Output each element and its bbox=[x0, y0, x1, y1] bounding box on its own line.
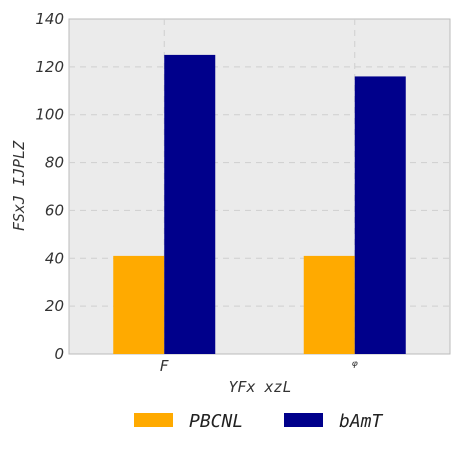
y-tick-label: 20 bbox=[45, 297, 64, 315]
bar-bAmT-1 bbox=[164, 54, 216, 355]
y-tick-label: 140 bbox=[35, 10, 64, 28]
bar-PBCNL-1 bbox=[113, 255, 165, 354]
bar-PBCNL-2 bbox=[303, 255, 355, 354]
y-tick-label: 120 bbox=[35, 58, 64, 76]
y-tick-label: 60 bbox=[45, 201, 64, 219]
legend-label-PBCNL: PBCNL bbox=[189, 411, 243, 432]
legend: PBCNL bAmT bbox=[134, 411, 384, 432]
y-tick-label: 80 bbox=[45, 154, 64, 172]
legend-label-bAmT: bAmT bbox=[339, 411, 384, 432]
x-axis-label: YFx xzL bbox=[228, 378, 291, 396]
x-tick-label: ᵠ bbox=[352, 357, 359, 375]
y-tick-label: 0 bbox=[54, 345, 64, 363]
y-axis-label: FSxJ IJPLZ bbox=[10, 140, 28, 231]
legend-swatch-PBCNL bbox=[134, 413, 173, 427]
legend-swatch-bAmT bbox=[284, 413, 323, 427]
y-tick-label: 40 bbox=[45, 249, 64, 267]
y-tick-labels: 0 20 40 60 80 100 120 140 bbox=[35, 10, 64, 363]
y-tick-label: 100 bbox=[35, 106, 64, 124]
bar-bAmT-2 bbox=[354, 76, 406, 354]
x-tick-label: F bbox=[160, 357, 169, 375]
bars bbox=[113, 54, 406, 355]
